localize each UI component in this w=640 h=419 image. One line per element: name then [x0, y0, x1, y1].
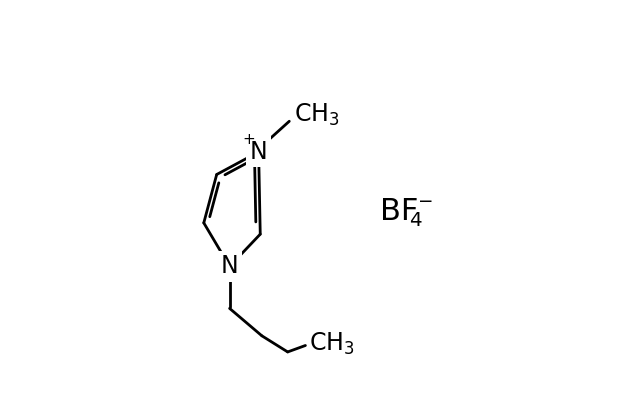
Text: 4: 4: [410, 211, 422, 230]
Text: CH$_3$: CH$_3$: [308, 331, 355, 357]
Text: N: N: [250, 140, 268, 164]
Text: CH$_3$: CH$_3$: [294, 102, 340, 128]
Text: +: +: [243, 132, 255, 147]
Text: BF: BF: [380, 197, 418, 226]
Text: −: −: [418, 193, 433, 211]
Text: N: N: [221, 254, 239, 279]
